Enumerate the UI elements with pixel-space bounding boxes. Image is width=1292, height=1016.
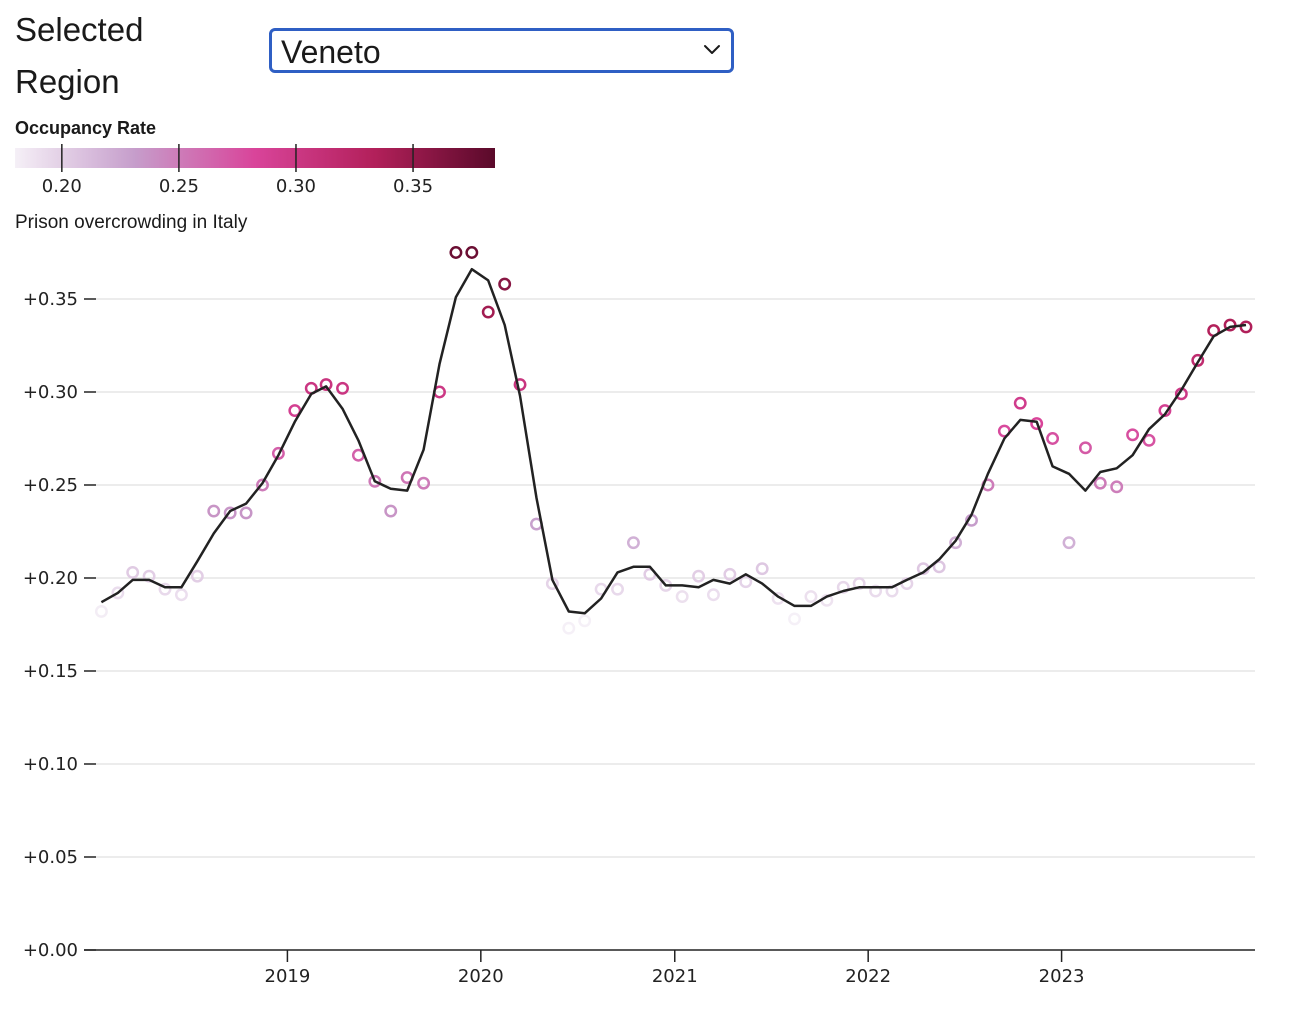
data-point <box>932 560 946 574</box>
color-legend: Occupancy Rate 0.20 0.25 0.30 0.35 <box>15 116 495 197</box>
data-point <box>692 569 706 583</box>
legend-tick-label: 0.30 <box>276 176 316 197</box>
data-point <box>207 504 221 518</box>
data-point <box>885 584 899 598</box>
data-point <box>158 582 172 596</box>
data-point <box>190 569 204 583</box>
data-point <box>1013 396 1027 410</box>
x-tick-label: 2023 <box>1039 966 1085 987</box>
data-point <box>449 246 463 259</box>
y-tick-label: +0.00 <box>23 940 78 961</box>
data-point <box>1239 320 1253 334</box>
data-point <box>126 565 140 579</box>
data-point <box>836 580 850 594</box>
data-point <box>949 536 963 550</box>
data-point <box>174 588 188 602</box>
legend-gradient-bar <box>15 148 495 168</box>
legend-tick-label: 0.25 <box>159 176 199 197</box>
y-tick-label: +0.05 <box>23 847 78 868</box>
data-point <box>578 614 592 628</box>
legend-title: Occupancy Rate <box>15 118 157 138</box>
y-tick-label: +0.30 <box>23 382 78 403</box>
data-point <box>869 584 883 598</box>
data-point <box>223 506 237 520</box>
legend-tick-label: 0.35 <box>393 176 433 197</box>
data-point <box>481 305 495 319</box>
data-point <box>1078 441 1092 455</box>
y-tick-label: +0.25 <box>23 475 78 496</box>
data-point <box>498 277 512 291</box>
y-tick-label: +0.15 <box>23 661 78 682</box>
region-label-text: Selected Region <box>15 11 144 100</box>
x-tick-label: 2021 <box>652 966 698 987</box>
data-point <box>675 590 689 604</box>
region-select-value: Veneto <box>281 34 381 70</box>
data-point <box>271 446 285 460</box>
data-point <box>739 575 753 589</box>
data-point <box>239 506 253 520</box>
data-point <box>1030 417 1044 431</box>
trend-line <box>100 267 1247 615</box>
data-point <box>755 562 769 576</box>
data-point <box>513 378 527 392</box>
data-point <box>384 504 398 518</box>
data-point <box>1191 353 1205 367</box>
region-select[interactable]: Veneto <box>269 28 734 73</box>
region-label: Selected Region <box>15 4 165 108</box>
data-point <box>1093 476 1107 490</box>
data-point <box>1046 432 1060 445</box>
data-point <box>111 586 125 600</box>
legend-ramp: 0.20 0.25 0.30 0.35 <box>15 144 495 197</box>
data-point <box>94 605 108 618</box>
data-point <box>626 536 640 550</box>
data-point <box>1142 433 1156 447</box>
x-tick-label: 2019 <box>265 966 311 987</box>
data-point <box>368 474 382 488</box>
data-point <box>1126 428 1140 442</box>
x-tick-label: 2022 <box>845 966 891 987</box>
data-point <box>852 577 866 591</box>
y-tick-label: +0.20 <box>23 568 78 589</box>
data-point <box>417 476 431 490</box>
data-point <box>256 478 269 492</box>
y-tick-label: +0.10 <box>23 754 78 775</box>
data-point <box>1062 536 1076 550</box>
chart-subtitle: Prison overcrowding in Italy <box>15 212 248 233</box>
data-point <box>142 569 156 583</box>
y-tick-label: +0.35 <box>23 289 78 310</box>
data-point <box>706 588 720 602</box>
x-tick-label: 2020 <box>458 966 504 987</box>
data-point <box>723 567 737 581</box>
data-point <box>788 612 801 626</box>
data-point <box>611 582 624 596</box>
data-point <box>465 246 479 259</box>
data-point <box>336 381 349 395</box>
data-point <box>1110 480 1124 494</box>
chevron-down-icon <box>704 45 720 54</box>
legend-tick-label: 0.20 <box>42 176 82 197</box>
data-point <box>804 590 818 604</box>
data-point <box>562 621 576 635</box>
data-point <box>319 378 333 392</box>
